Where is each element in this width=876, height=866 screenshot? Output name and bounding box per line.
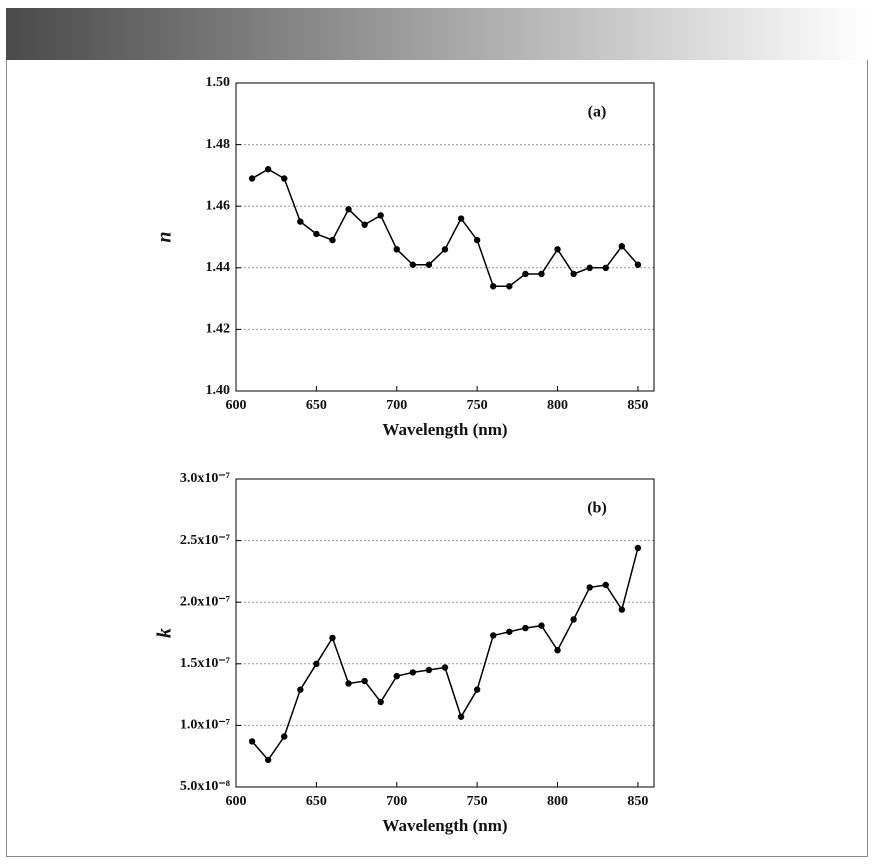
point [570,616,577,623]
point [377,698,384,706]
point [554,647,561,654]
x-tick-label: 700 [386,794,407,809]
point [634,544,642,552]
x-tick-label: 800 [547,398,568,413]
point [248,175,256,182]
point [297,218,304,225]
y-tick-label: 5.0x10⁻⁸ [180,779,230,794]
x-tick-label: 750 [467,398,488,413]
point [441,664,449,671]
point [248,738,256,745]
point [538,622,545,629]
y-tick-label: 2.5x10⁻⁷ [180,533,230,548]
y-tick-label: 2.0x10⁻⁷ [180,594,230,609]
x-tick-label: 850 [627,794,648,809]
line [251,547,639,762]
point [361,221,368,228]
annotation: (b) [587,500,607,517]
point [522,270,529,278]
y-tick-label: 1.40 [206,383,231,398]
point [361,677,368,685]
point [554,246,561,253]
point [522,624,529,632]
y-tick-label: 3.0x10⁻⁷ [180,471,230,486]
point [264,166,272,173]
x-axis-label: Wavelength (nm) [382,420,507,439]
y-tick-label: 1.42 [206,322,231,337]
x-tick-label: 650 [306,398,327,413]
point [473,236,481,244]
y-axis-label: k [154,628,176,638]
point [393,672,400,680]
header-bar [6,8,868,60]
point [490,632,497,639]
point [281,175,288,182]
y-tick-label: 1.0x10⁻⁷ [180,718,230,733]
point [345,206,352,213]
point [409,261,417,268]
frame [6,60,868,857]
point [618,606,626,613]
point [634,261,642,268]
point [425,261,433,268]
x-tick-label: 700 [386,398,407,413]
point [618,243,626,250]
point [586,584,593,591]
point [457,215,465,222]
point [329,236,336,244]
point [490,283,497,290]
x-tick-label: 850 [627,398,648,413]
x-tick-label: 600 [226,794,247,809]
line [251,168,639,288]
x-tick-label: 600 [226,398,247,413]
point [538,270,545,278]
x-tick-label: 800 [547,794,568,809]
point [377,212,384,219]
point [473,686,481,693]
x-tick-label: 750 [467,794,488,809]
y-tick-label: 1.44 [206,260,231,275]
point [586,264,593,271]
x-axis-label: Wavelength (nm) [382,816,507,835]
point [313,230,320,238]
y-tick-label: 1.50 [206,75,231,90]
point [457,713,465,720]
x-tick-label: 650 [306,794,327,809]
point [506,628,513,635]
plot-frame [235,478,655,788]
point [297,686,304,693]
y-axis-label: n [154,231,176,242]
point [329,634,336,642]
y-tick-label: 1.5x10⁻⁷ [180,656,230,671]
point [425,666,433,674]
point [393,246,400,253]
point [570,270,577,278]
y-tick-label: 1.48 [206,137,231,152]
point [602,264,609,271]
point [264,756,272,764]
point [602,581,609,589]
point [313,660,320,667]
point [441,246,449,253]
y-tick-label: 1.46 [206,198,231,213]
point [345,680,352,687]
plot-frame [235,82,655,392]
point [409,669,417,676]
annotation: (a) [588,104,607,121]
point [506,283,513,290]
point [281,733,288,740]
